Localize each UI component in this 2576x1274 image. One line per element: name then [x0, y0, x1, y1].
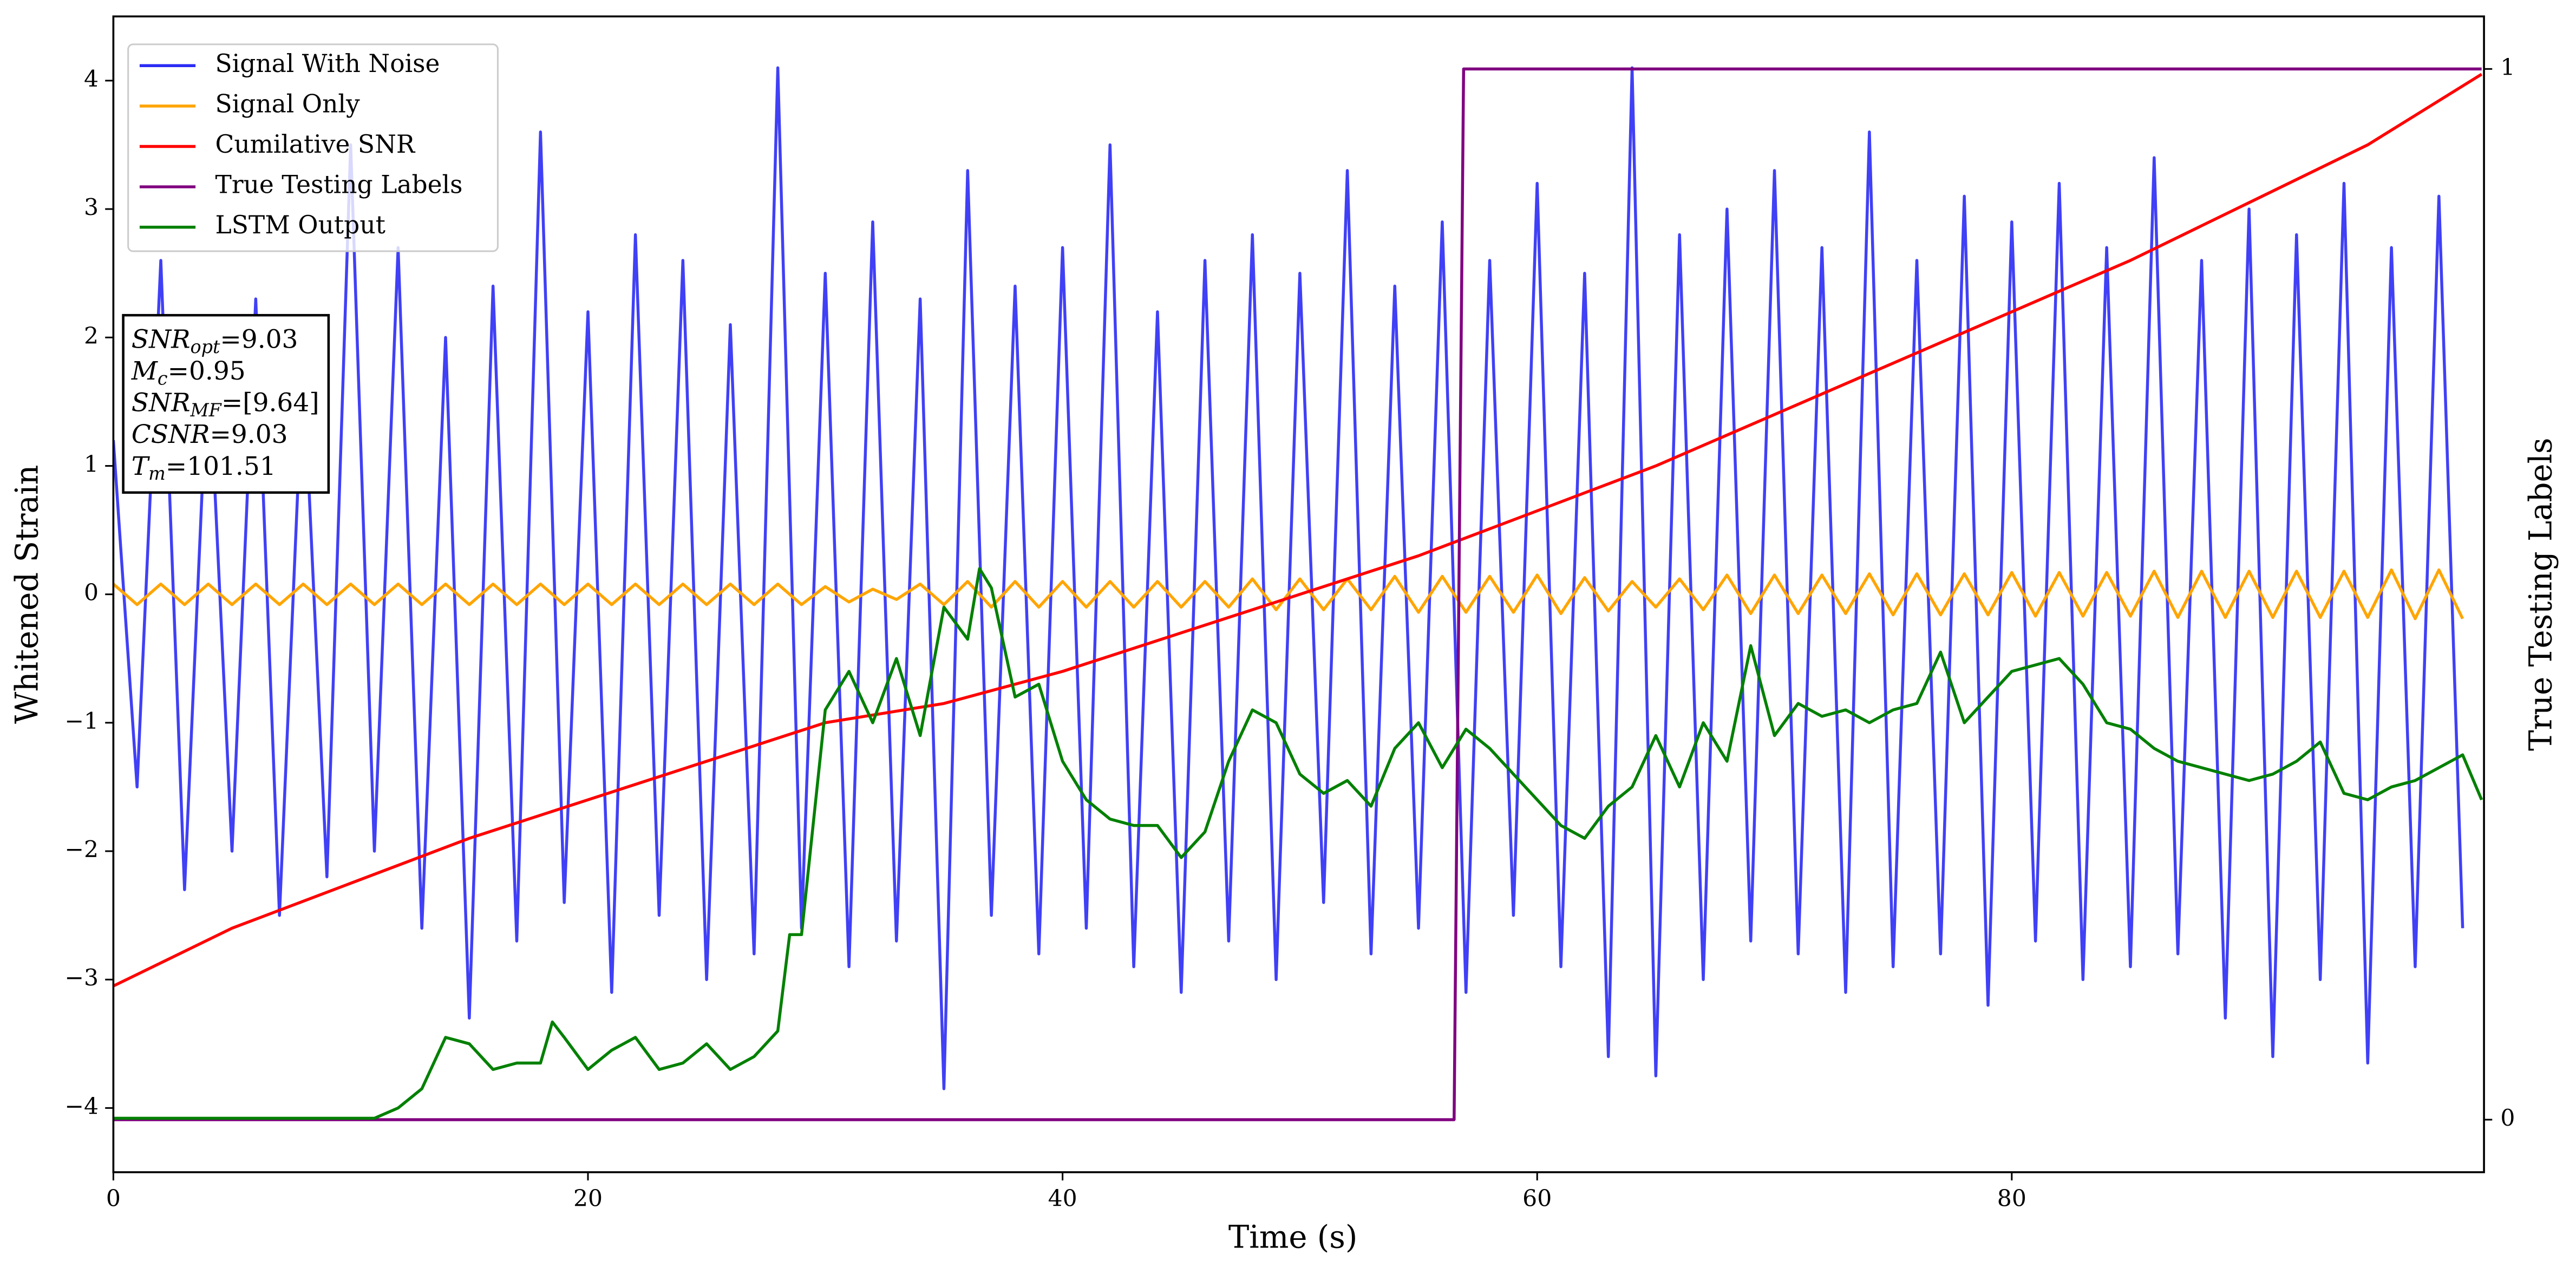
annotation-subscript: opt	[191, 336, 220, 357]
plot-area	[113, 66, 2483, 1121]
y-tick-label: 3	[84, 194, 99, 221]
y-tick-label: −3	[64, 965, 99, 991]
annotation-line: SNRopt=9.03	[132, 325, 298, 357]
legend-label: Cumilative SNR	[215, 130, 416, 159]
legend-label: LSTM Output	[215, 211, 385, 239]
y-axis-label: Whitened Strain	[9, 465, 45, 723]
y2-tick-label: 1	[2500, 54, 2515, 81]
legend-label: Signal Only	[215, 89, 360, 118]
annotation-subscript: MF	[190, 400, 223, 421]
x-tick-label: 80	[1997, 1186, 2026, 1212]
annotation-name: SNR	[132, 325, 191, 355]
series-line	[113, 67, 2482, 1121]
y-tick-label: 2	[84, 323, 99, 349]
annotation-value: =9.03	[220, 325, 298, 355]
annotation-value: =101.51	[166, 452, 276, 481]
annotation-name: M	[131, 356, 159, 386]
annotation-line: Tm=101.51	[132, 452, 276, 484]
series-line	[113, 568, 2464, 620]
y-tick-label: −1	[64, 708, 99, 735]
x-axis-label: Time (s)	[1228, 1219, 1358, 1255]
series-line	[113, 73, 2483, 988]
annotation-subscript: c	[158, 368, 168, 389]
y-tick-label: 1	[84, 451, 99, 478]
annotation-line: CSNR=9.03	[132, 420, 288, 449]
annotation-value: =[9.64]	[221, 388, 319, 418]
series-line	[113, 66, 2464, 1090]
annotation-line: Mc=0.95	[131, 356, 246, 389]
x-tick-label: 40	[1048, 1186, 1077, 1212]
annotation-subscript: m	[148, 463, 166, 484]
y-tick-label: 4	[84, 66, 99, 93]
annotation-value: =0.95	[168, 356, 246, 386]
annotation-name: T	[132, 452, 151, 481]
y2-axis-label: True Testing Labels	[2522, 437, 2559, 750]
annotation-name: CSNR	[132, 420, 210, 449]
x-tick-label: 0	[106, 1186, 121, 1212]
y-tick-label: −2	[64, 837, 99, 863]
y-tick-label: 0	[84, 580, 99, 606]
annotation-value: =9.03	[210, 420, 287, 449]
annotation-line: SNRMF=[9.64]	[132, 388, 319, 421]
legend-box	[127, 43, 499, 252]
legend-label: True Testing Labels	[215, 171, 463, 199]
legend-label: Signal With Noise	[215, 49, 440, 78]
series-line	[113, 567, 2483, 1120]
x-tick-label: 20	[573, 1186, 603, 1212]
annotation-name: SNR	[132, 388, 191, 418]
y2-tick-label: 0	[2500, 1105, 2515, 1132]
y-tick-label: −4	[64, 1093, 99, 1120]
annotation-box	[122, 313, 330, 494]
x-tick-label: 60	[1522, 1186, 1552, 1212]
